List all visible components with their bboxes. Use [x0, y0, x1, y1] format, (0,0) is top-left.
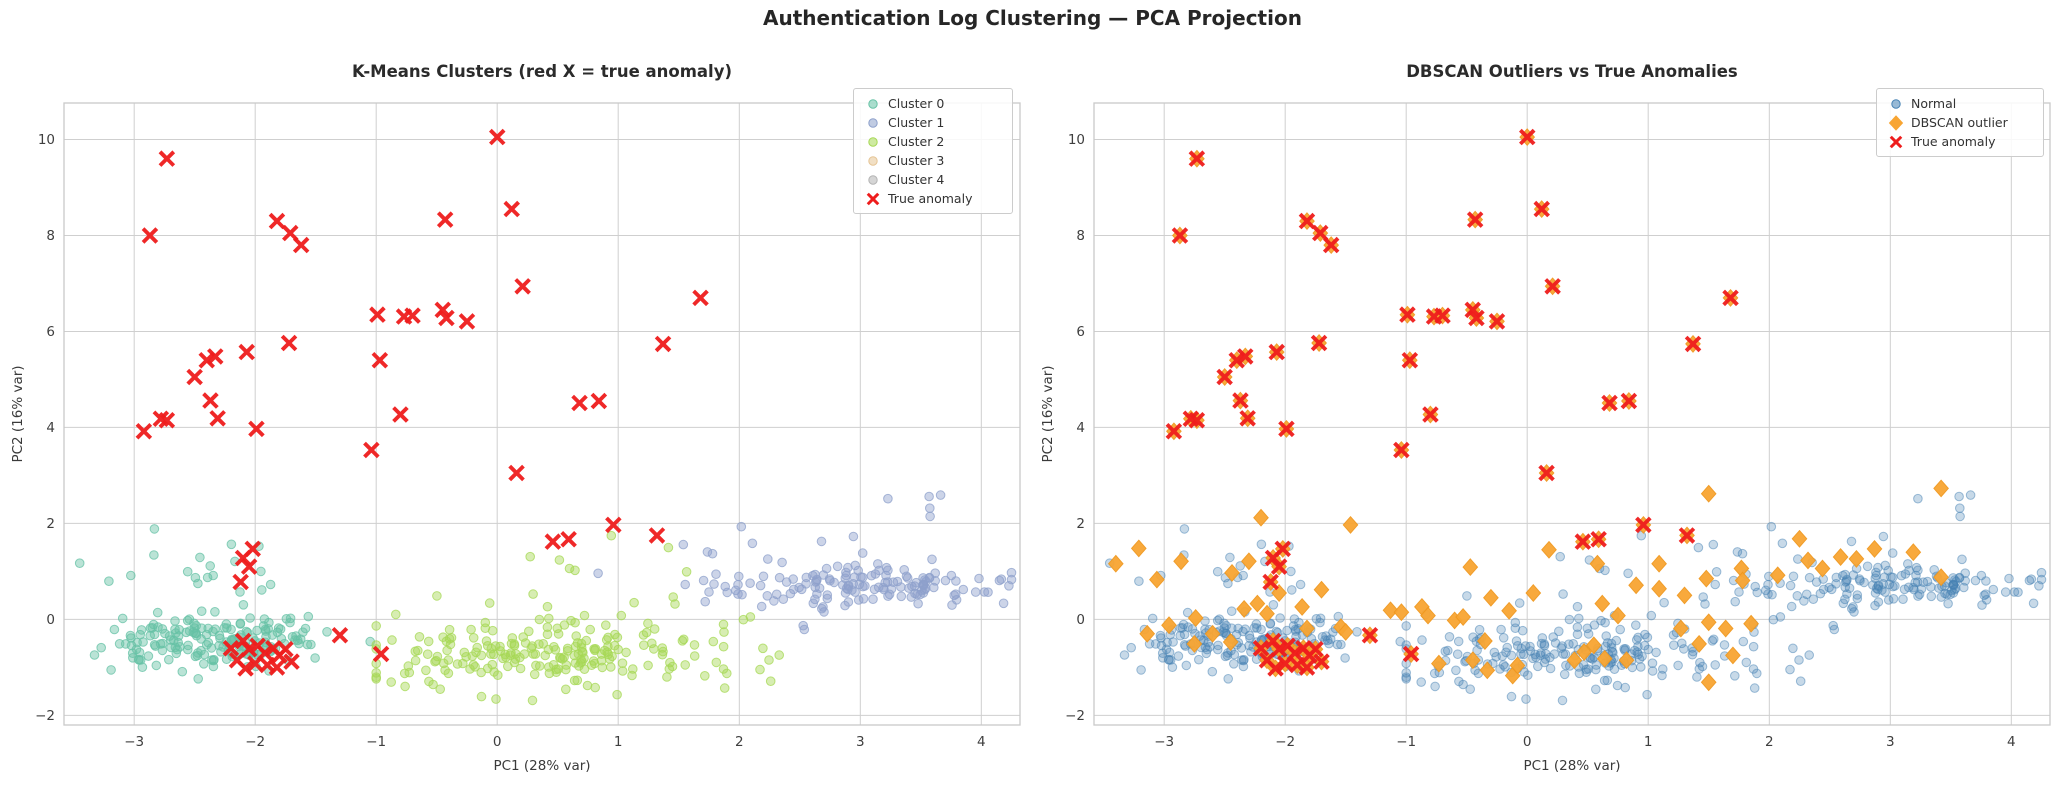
svg-text:0: 0 — [1076, 612, 1085, 628]
kmeans-yaxis-label: PC2 (16% var) — [10, 365, 26, 463]
svg-text:−3: −3 — [1154, 734, 1174, 750]
svg-text:−1: −1 — [1396, 734, 1416, 750]
svg-text:6: 6 — [1076, 324, 1085, 340]
legend-item-cluster0: Cluster 0 — [861, 94, 1002, 113]
legend-item-true-anomaly: True anomaly — [861, 189, 1002, 208]
normal-marker-icon — [1884, 96, 1908, 112]
cluster2-marker-icon — [861, 134, 885, 150]
legend-item-cluster2: Cluster 2 — [861, 132, 1002, 151]
svg-text:−2: −2 — [245, 734, 265, 750]
legend-label: Cluster 0 — [888, 96, 945, 111]
dbscan-plot-title: DBSCAN Outliers vs True Anomalies — [1406, 62, 1738, 81]
svg-text:3: 3 — [1886, 734, 1895, 750]
svg-text:8: 8 — [1076, 228, 1085, 244]
svg-text:10: 10 — [38, 132, 55, 148]
svg-text:8: 8 — [46, 228, 55, 244]
svg-text:2: 2 — [1076, 516, 1085, 532]
legend-label: Cluster 3 — [888, 153, 945, 168]
svg-text:−3: −3 — [124, 734, 144, 750]
figure-suptitle: Authentication Log Clustering — PCA Proj… — [763, 6, 1302, 30]
anomaly-x-marker-icon — [1884, 134, 1908, 150]
dbscan-xaxis-label: PC1 (28% var) — [1523, 758, 1621, 774]
cluster4-marker-icon — [861, 172, 885, 188]
svg-text:−2: −2 — [1065, 708, 1085, 724]
legend-label: Cluster 4 — [888, 172, 945, 187]
kmeans-xaxis-label: PC1 (28% var) — [493, 758, 591, 774]
svg-text:0: 0 — [1523, 734, 1532, 750]
legend-label: Cluster 2 — [888, 134, 945, 149]
legend-label: True anomaly — [888, 191, 973, 206]
legend-item-dbscan-outlier: DBSCAN outlier — [1884, 113, 2033, 132]
cluster3-marker-icon — [861, 153, 885, 169]
svg-text:3: 3 — [856, 734, 865, 750]
svg-text:4: 4 — [977, 734, 986, 750]
legend-item-cluster1: Cluster 1 — [861, 113, 1002, 132]
legend-item-cluster3: Cluster 3 — [861, 151, 1002, 170]
svg-text:0: 0 — [46, 612, 55, 628]
svg-text:2: 2 — [46, 516, 55, 532]
legend-item-cluster4: Cluster 4 — [861, 170, 1002, 189]
svg-text:6: 6 — [46, 324, 55, 340]
anomaly-x-marker-icon — [861, 191, 885, 207]
legend-label: True anomaly — [1911, 134, 1996, 149]
svg-text:10: 10 — [1068, 132, 1085, 148]
svg-text:−2: −2 — [35, 708, 55, 724]
dbscan-legend: Normal DBSCAN outlier True anomaly — [1876, 88, 2044, 157]
cluster1-marker-icon — [861, 115, 885, 131]
kmeans-plot-title: K-Means Clusters (red X = true anomaly) — [351, 62, 733, 81]
svg-text:−2: −2 — [1275, 734, 1295, 750]
legend-label: Cluster 1 — [888, 115, 945, 130]
svg-text:1: 1 — [1644, 734, 1653, 750]
svg-text:1: 1 — [614, 734, 623, 750]
cluster0-marker-icon — [861, 96, 885, 112]
dbscan-yaxis-label: PC2 (16% var) — [1040, 365, 1056, 463]
legend-label: Normal — [1911, 96, 1957, 111]
legend-item-true-anomaly: True anomaly — [1884, 132, 2033, 151]
svg-text:4: 4 — [46, 420, 55, 436]
svg-text:2: 2 — [735, 734, 744, 750]
svg-text:4: 4 — [1076, 420, 1085, 436]
svg-text:0: 0 — [493, 734, 502, 750]
outlier-diamond-marker-icon — [1884, 114, 1908, 131]
kmeans-legend: Cluster 0 Cluster 1 Cluster 2 Cluster 3 … — [853, 88, 1013, 214]
legend-item-normal: Normal — [1884, 94, 2033, 113]
legend-label: DBSCAN outlier — [1911, 115, 2008, 130]
svg-text:−1: −1 — [366, 734, 386, 750]
svg-text:2: 2 — [1765, 734, 1774, 750]
svg-text:4: 4 — [2007, 734, 2016, 750]
